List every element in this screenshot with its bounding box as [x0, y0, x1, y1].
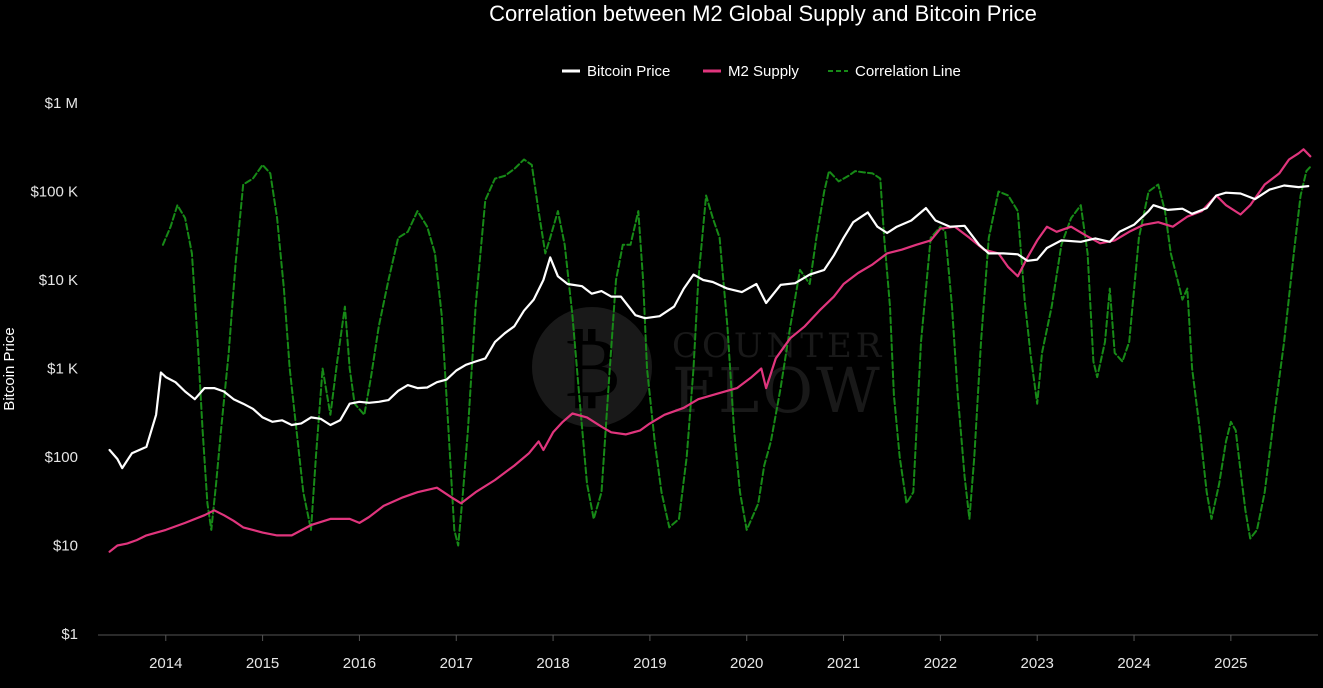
x-tick-label: 2021	[827, 655, 860, 672]
x-tick-label: 2024	[1117, 655, 1150, 672]
watermark: ₿ COUNTER FLOW	[532, 307, 885, 427]
legend: Bitcoin Price M2 Supply Correlation Line	[562, 63, 961, 80]
y-axis-title: Bitcoin Price	[1, 327, 18, 410]
y-axis: $1 $10 $100 $1 K $10 K $100 K $1 M	[30, 95, 78, 643]
x-tick-label: 2015	[246, 655, 279, 672]
x-tick-label: 2020	[730, 655, 763, 672]
y-tick-label: $10	[53, 538, 78, 555]
x-tick-label: 2017	[440, 655, 473, 672]
x-tick-label: 2016	[343, 655, 376, 672]
legend-label-bitcoin-price: Bitcoin Price	[587, 63, 670, 80]
x-tick-label: 2022	[924, 655, 957, 672]
watermark-logo-circle	[532, 307, 652, 427]
plot-area	[108, 148, 1312, 553]
x-axis: 2014 2015 2016 2017 2018 2019 2020 2021 2022 2023…	[149, 635, 1248, 672]
y-tick-label: $100 K	[30, 184, 78, 201]
series-line-correlation	[161, 158, 1312, 547]
x-tick-label: 2018	[536, 655, 569, 672]
series-line-m2-supply	[108, 148, 1312, 553]
series-line-bitcoin-price	[108, 184, 1310, 470]
legend-label-m2-supply: M2 Supply	[728, 63, 799, 80]
y-tick-label: $1 M	[45, 95, 78, 112]
watermark-text-top: COUNTER	[672, 326, 885, 366]
legend-label-correlation-line: Correlation Line	[855, 63, 961, 80]
y-tick-label: $100	[45, 449, 78, 466]
y-tick-label: $1	[61, 626, 78, 643]
x-tick-label: 2023	[1021, 655, 1054, 672]
watermark-text-bottom: FLOW	[672, 354, 883, 427]
x-tick-label: 2019	[633, 655, 666, 672]
x-tick-label: 2014	[149, 655, 182, 672]
y-tick-label: $1 K	[47, 361, 78, 378]
y-tick-label: $10 K	[39, 272, 78, 289]
x-tick-label: 2025	[1214, 655, 1247, 672]
chart-title: Correlation between M2 Global Supply and…	[489, 1, 1037, 26]
